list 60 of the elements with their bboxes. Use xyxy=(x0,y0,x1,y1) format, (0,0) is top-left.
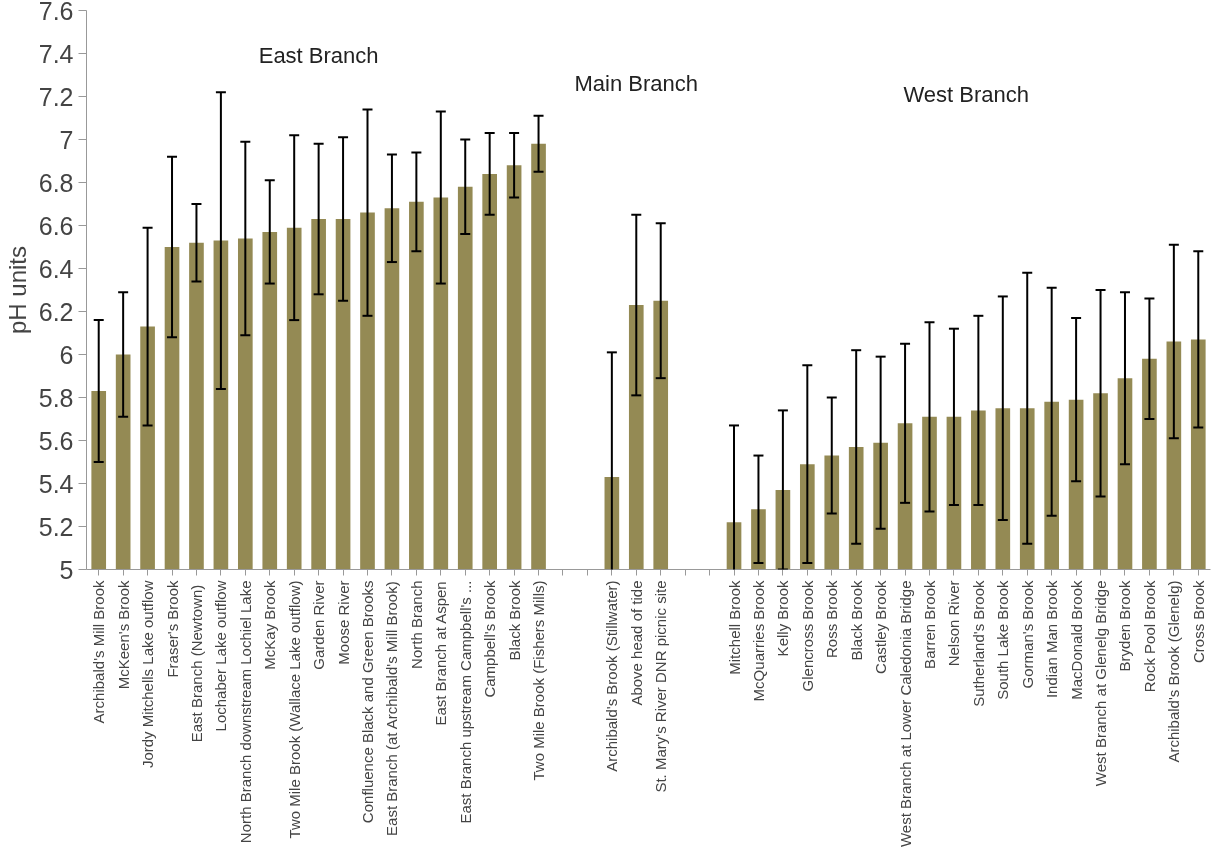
x-tick-label: Campbell's Brook xyxy=(481,580,499,698)
x-tick-label: Fraser's Brook xyxy=(163,580,181,678)
x-tick-label: Bryden Brook xyxy=(1116,580,1134,672)
x-tick-label: Indian Man Brook xyxy=(1043,580,1061,699)
x-tick-label: MacDonald Brook xyxy=(1067,580,1085,700)
x-tick-label: North Branch downstream Lochiel Lake xyxy=(236,580,254,844)
x-tick-label: East Branch upstream Campbell's ... xyxy=(456,580,474,824)
y-tick-label: 5.4 xyxy=(38,469,74,498)
x-tick-label: McKay Brook xyxy=(261,580,279,670)
annotation: East Branch xyxy=(258,42,379,68)
x-tick-label: Jordy Mitchells Lake outflow xyxy=(139,580,157,769)
annotation: Main Branch xyxy=(574,70,699,96)
y-tick-label: 5.2 xyxy=(38,512,74,541)
x-tick-label: East Branch at Aspen xyxy=(432,581,450,726)
x-tick-label: Archibald's Brook (Stillwater) xyxy=(603,580,621,772)
x-tick-label: Above head of tide xyxy=(627,580,645,706)
x-tick-label: Gorman's Brook xyxy=(1018,580,1036,689)
x-tick-label: McQuarries Brook xyxy=(749,580,767,702)
x-tick-label: West Branch at Lower Caledonia Bridge xyxy=(896,580,914,848)
x-tick-label: Mitchell Brook xyxy=(725,580,743,675)
x-tick-label: West Branch at Glenelg Bridge xyxy=(1092,580,1110,787)
y-tick-label: 5 xyxy=(59,555,74,584)
y-tick-label: 7 xyxy=(59,125,74,154)
x-tick-label: Lochaber Lake outflow xyxy=(212,580,230,732)
x-tick-label: Barren Brook xyxy=(921,580,938,669)
x-tick-label: McKeen's Brook xyxy=(114,580,132,690)
annotation: West Branch xyxy=(903,81,1029,107)
y-tick-label: 5.6 xyxy=(38,426,74,455)
x-tick-label: Sutherland's Brook xyxy=(969,580,987,707)
y-tick-label: 7.2 xyxy=(38,82,74,111)
x-tick-label: Ross Brook xyxy=(823,580,841,659)
x-tick-label: Rock Pool Brook xyxy=(1140,580,1158,693)
x-tick-label: Cross Brook xyxy=(1189,580,1207,664)
x-tick-label: Black Brook xyxy=(505,580,523,661)
y-tick-label: 7.6 xyxy=(38,0,74,25)
x-tick-label: Nelson River xyxy=(945,580,963,667)
x-tick-label: Two Mile Brook (Fishers Mills) xyxy=(530,580,548,781)
x-tick-label: Confluence Black and Green Brooks xyxy=(359,580,376,824)
x-tick-label: Archibald's Brook (Glenelg) xyxy=(1165,580,1183,763)
y-tick-label: 6.4 xyxy=(38,254,74,283)
x-tick-label: North Branch xyxy=(407,580,425,669)
x-tick-label: East Branch (at Archibald's Mill Brook) xyxy=(383,581,401,836)
x-tick-label: Black Brook xyxy=(847,580,865,661)
x-tick-label: South Lake Brook xyxy=(994,580,1012,700)
x-tick-label: Glencross Brook xyxy=(798,580,816,692)
x-tick-label: Castley Brook xyxy=(872,580,890,674)
y-tick-label: 6.8 xyxy=(38,168,74,197)
x-tick-label: St. Mary's River DNR picnic site xyxy=(652,580,670,793)
y-axis-title: pH units xyxy=(3,245,31,335)
y-tick-label: 6.6 xyxy=(38,211,74,240)
x-tick-label: Moose River xyxy=(334,580,352,665)
x-tick-label: Two Mile Brook (Wallace Lake outflow) xyxy=(285,580,303,839)
y-tick-label: 5.8 xyxy=(38,383,74,412)
x-tick-label: East Branch (Newtown) xyxy=(187,584,205,743)
y-tick-label: 6 xyxy=(59,340,74,369)
x-tick-label: Garden River xyxy=(310,580,328,670)
y-tick-label: 7.4 xyxy=(38,39,74,68)
y-tick-label: 6.2 xyxy=(38,297,74,326)
x-tick-label: Archibald's Mill Brook xyxy=(90,580,108,724)
x-tick-label: Kelly Brook xyxy=(774,580,792,657)
